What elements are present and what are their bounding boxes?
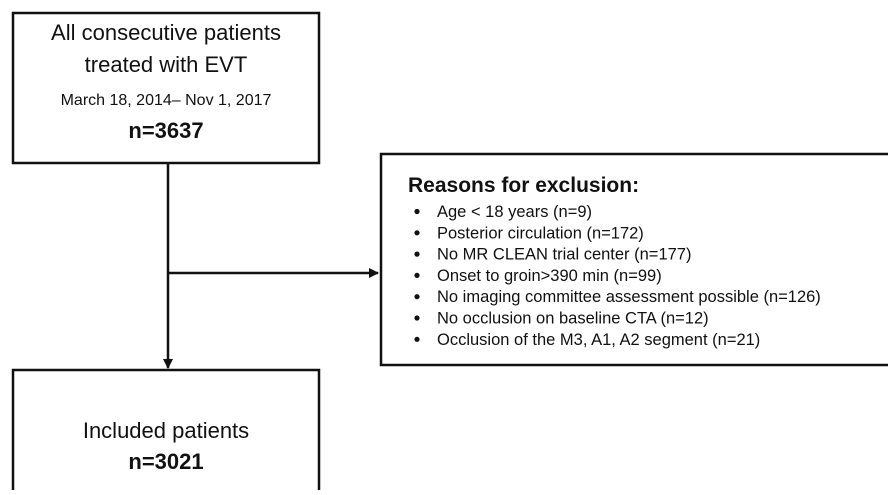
exclusion-item: Onset to groin>390 min (n=99) xyxy=(437,267,662,285)
bullet xyxy=(414,272,420,278)
start-line: treated with EVT xyxy=(85,52,248,77)
bullet xyxy=(414,294,420,300)
exclusion-item: No occlusion on baseline CTA (n=12) xyxy=(437,310,709,328)
included-box xyxy=(11,368,321,495)
start-line: All consecutive patients xyxy=(51,20,281,45)
exclusion-item: Age < 18 years (n=9) xyxy=(437,203,592,221)
included-n: n=3021 xyxy=(128,449,203,474)
included-line: Included patients xyxy=(83,418,249,443)
bullet xyxy=(414,251,420,257)
exclusion-item: Posterior circulation (n=172) xyxy=(437,224,644,242)
exclusion-item: No imaging committee assessment possible… xyxy=(437,288,821,306)
start-n: n=3637 xyxy=(128,118,203,143)
start-box xyxy=(11,11,321,165)
start-period: March 18, 2014– Nov 1, 2017 xyxy=(61,92,272,109)
exclusion-box xyxy=(379,152,888,367)
exclusion-item: Occlusion of the M3, A1, A2 segment (n=2… xyxy=(437,331,760,349)
exclusion-list: Age < 18 years (n=9) Posterior circulatio… xyxy=(414,203,821,349)
bullet xyxy=(414,336,420,342)
exclusion-title: Reasons for exclusion: xyxy=(408,174,639,197)
bullet xyxy=(414,230,420,236)
bullet xyxy=(414,208,420,215)
bullet xyxy=(414,315,420,321)
exclusion-item: No MR CLEAN trial center (n=177) xyxy=(437,246,691,264)
